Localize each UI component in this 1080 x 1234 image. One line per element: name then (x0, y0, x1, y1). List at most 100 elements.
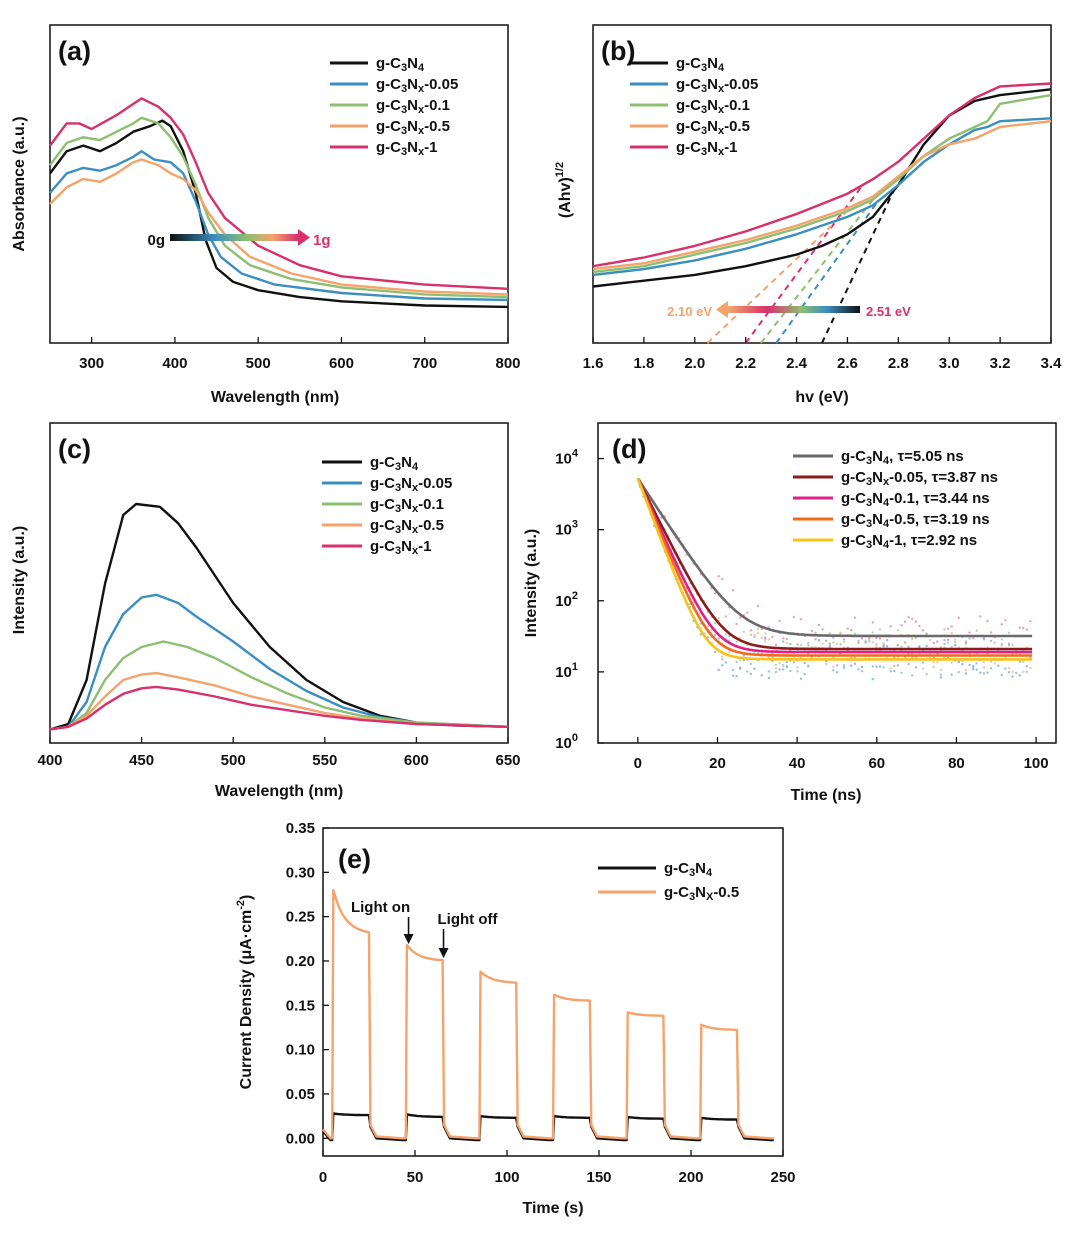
panel-d-noise-point (907, 616, 910, 619)
panel-d-noise-point (799, 618, 803, 621)
panel-d-noise-point (1000, 623, 1003, 626)
panel-d-noise-point (814, 638, 817, 641)
panel-d-legend-legend-tau: τ (923, 490, 930, 507)
panel-d-noise-point (964, 672, 968, 675)
panel-d-noise-point (989, 631, 993, 634)
panel-d-noise-point (746, 611, 749, 614)
panel-d-noise-point (989, 667, 993, 670)
panel-a-series-line (49, 119, 509, 309)
panel-d-legend-legend-mid: N (872, 511, 883, 528)
panel-d-noise-point (896, 629, 900, 632)
panel-d-noise-point (925, 673, 928, 676)
panel-d-noise-point (746, 670, 749, 673)
panel-d-ytick-label: 100 (555, 732, 578, 752)
panel-d-noise-point (986, 671, 989, 674)
panel-a-legend-legend-sub1: 3 (401, 83, 407, 95)
panel-d-legend-legend-value: =3.19 ns (930, 511, 990, 528)
panel-d-legend-legend-tail: -0.5, (889, 511, 923, 528)
panel-d-noise-point (972, 668, 975, 671)
panel-d-xtick-label: 0 (634, 755, 642, 772)
panel-d-ytick-exp: 0 (572, 732, 578, 744)
panel-d-noise-point (721, 658, 724, 661)
panel-d-noise-point (878, 665, 882, 668)
panel-d-noise-point (853, 616, 857, 619)
panel-a-legend-legend-base: g-C (376, 139, 401, 156)
panel-d-noise-point (839, 632, 842, 635)
panel-d-xtick-label: 60 (868, 755, 885, 772)
panel-d-noise-point (760, 636, 763, 640)
panel-c-legend-legend-sub2: x (412, 503, 419, 515)
panel-d-frame (597, 422, 1057, 744)
panel-d-legend-legend-tail: -0.1, (889, 490, 923, 507)
panel-d-noise-point (1000, 642, 1003, 646)
panel-d-noise-point (893, 665, 896, 668)
panel-d-xtick-label: 80 (948, 755, 965, 772)
panel-d-noise-point (821, 628, 824, 631)
panel-a-legend-legend-mid: N (407, 55, 418, 72)
panel-d-legend-legend-tau: τ (897, 448, 904, 465)
panel-d-noise-point (774, 670, 778, 674)
panel-b: (b) 1.6 1.8 2.0 2.2 2.4 2.6 2.8 3.0 3.2 3.4 hv (e… (554, 24, 1062, 406)
panel-e-frame (322, 827, 784, 1157)
panel-d-noise-point (954, 638, 957, 641)
panel-a-frame (49, 24, 509, 344)
panel-d-noise-point (982, 638, 986, 641)
panel-d-noise-point (982, 666, 986, 669)
panel-d-noise-point (964, 668, 968, 672)
panel-d-noise-point (900, 624, 903, 627)
panel-d-noise-point (753, 667, 756, 670)
panel-c-frame (49, 422, 509, 744)
panel-b-xtick-label: 3.0 (939, 355, 960, 372)
panel-d-ytick-base: 10 (555, 593, 572, 610)
panel-d-noise-point (764, 636, 767, 639)
panel-d-noise-point (724, 615, 727, 618)
panel-a-xtick-label: 300 (79, 355, 104, 372)
panel-d-noise-point (982, 672, 986, 675)
panel-d-noise-point (803, 672, 806, 676)
panel-d-noise-point (982, 661, 986, 664)
panel-d-noise-point (842, 640, 846, 644)
panel-d-noise-point (972, 637, 975, 640)
panel-d-noise-point (871, 665, 874, 668)
panel-b-series-line (592, 93, 1052, 274)
panel-b-legend-legend-sub1: 3 (701, 62, 707, 74)
panel-d-legend-legend-sub1: 3 (866, 455, 872, 467)
panel-e-ylabel-sup: -2 (235, 900, 247, 910)
panel-d-xtick-label: 100 (1024, 755, 1049, 772)
panel-a-legend-entry: g-C3Nx-0.05 (376, 76, 458, 95)
panel-a-legend-legend-sub2: x (418, 83, 425, 95)
panel-d-noise-point (921, 629, 925, 632)
panel-a-legend-legend-sub2: x (418, 125, 425, 137)
panel-d-noise-point (950, 661, 953, 664)
panel-b-xtick-label: 3.2 (990, 355, 1011, 372)
panel-a-series-line (49, 116, 509, 299)
panel-b-legend-legend-sub2: x (718, 146, 725, 158)
panel-d-noise-point (731, 674, 735, 677)
panel-d-noise-point (900, 645, 903, 648)
panel-c-legend: g-C3N4g-C3Nx-0.05g-C3Nx-0.1g-C3Nx-0.5g-C… (322, 454, 452, 557)
panel-a-series (49, 97, 509, 309)
panel-d-noise-point (1029, 620, 1032, 623)
panel-d-noise-point (713, 634, 717, 637)
panel-d-noise-point (986, 619, 989, 623)
panel-d-noise-point (825, 639, 828, 642)
panel-d-ytick-label: 101 (555, 661, 578, 681)
panel-d-noise-point (774, 663, 778, 666)
panel-d-noise-point (760, 674, 763, 677)
panel-d-noise-point (907, 662, 910, 666)
panel-d-noise-point (878, 628, 882, 631)
panel-d-noise-point (1022, 670, 1025, 673)
panel-d-noise-point (968, 631, 971, 634)
panel-d-legend-legend-sub1: 3 (866, 539, 872, 551)
panel-b-legend-legend-sub2: 4 (718, 62, 725, 74)
panel-a-gradient-arrow (170, 234, 298, 241)
panel-d-noise-point (721, 655, 724, 658)
panel-b-legend-legend-mid: N (707, 118, 718, 135)
panel-d-noise-point (875, 636, 878, 640)
panel-b-legend-entry: g-C3Nx-0.5 (676, 118, 750, 137)
panel-d-noise-point (742, 654, 745, 657)
panel-e-legend-legend-sub2: 4 (706, 867, 713, 879)
panel-e-series-line (322, 888, 774, 1140)
panel-d-noise-point (825, 662, 828, 666)
